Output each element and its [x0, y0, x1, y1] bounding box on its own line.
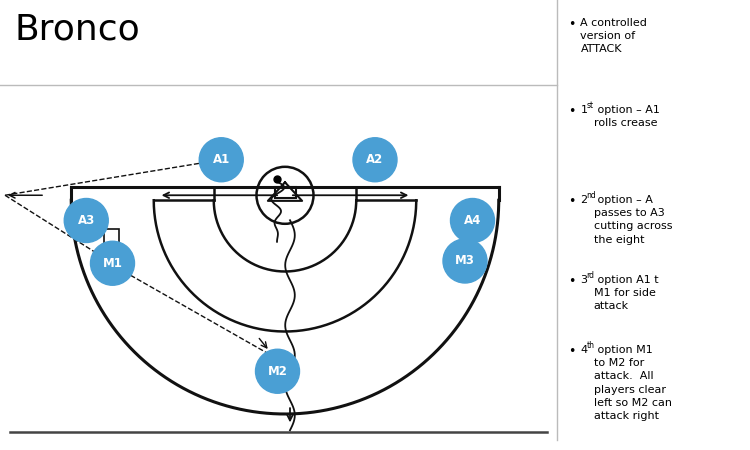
Text: nd: nd [586, 191, 596, 200]
Circle shape [353, 138, 397, 182]
Text: A1: A1 [213, 153, 230, 166]
Text: rd: rd [586, 271, 595, 280]
Bar [274, 187, 296, 198]
Text: st: st [586, 101, 594, 110]
Circle shape [200, 138, 243, 182]
Text: •: • [568, 18, 576, 31]
Text: option A1 t
M1 for side
attack: option A1 t M1 for side attack [593, 275, 658, 311]
Text: A controlled
version of
ATTACK: A controlled version of ATTACK [580, 18, 647, 54]
Bar [104, 229, 119, 264]
Text: •: • [568, 275, 576, 288]
Circle shape [256, 349, 299, 393]
Circle shape [443, 239, 487, 283]
Text: 4: 4 [580, 345, 588, 355]
Text: Bronco: Bronco [15, 12, 141, 46]
Text: A4: A4 [464, 214, 482, 227]
Text: M1: M1 [103, 257, 122, 270]
Text: 3: 3 [580, 275, 587, 285]
Text: option M1
to M2 for
attack.  All
players clear
left so M2 can
attack right: option M1 to M2 for attack. All players … [593, 345, 671, 421]
Text: •: • [568, 195, 576, 208]
Text: M3: M3 [455, 255, 475, 267]
Circle shape [91, 241, 134, 285]
Text: •: • [568, 345, 576, 358]
Text: 1: 1 [580, 105, 587, 115]
Text: 2: 2 [580, 195, 588, 205]
Text: A2: A2 [366, 153, 383, 166]
Text: th: th [586, 341, 595, 350]
Text: option – A
passes to A3
cutting across
the eight: option – A passes to A3 cutting across t… [593, 195, 672, 245]
Text: option – A1
rolls crease: option – A1 rolls crease [593, 105, 659, 128]
Text: M2: M2 [268, 365, 287, 378]
Circle shape [64, 198, 108, 243]
Text: A3: A3 [78, 214, 94, 227]
Circle shape [451, 198, 494, 243]
Text: •: • [568, 105, 576, 118]
